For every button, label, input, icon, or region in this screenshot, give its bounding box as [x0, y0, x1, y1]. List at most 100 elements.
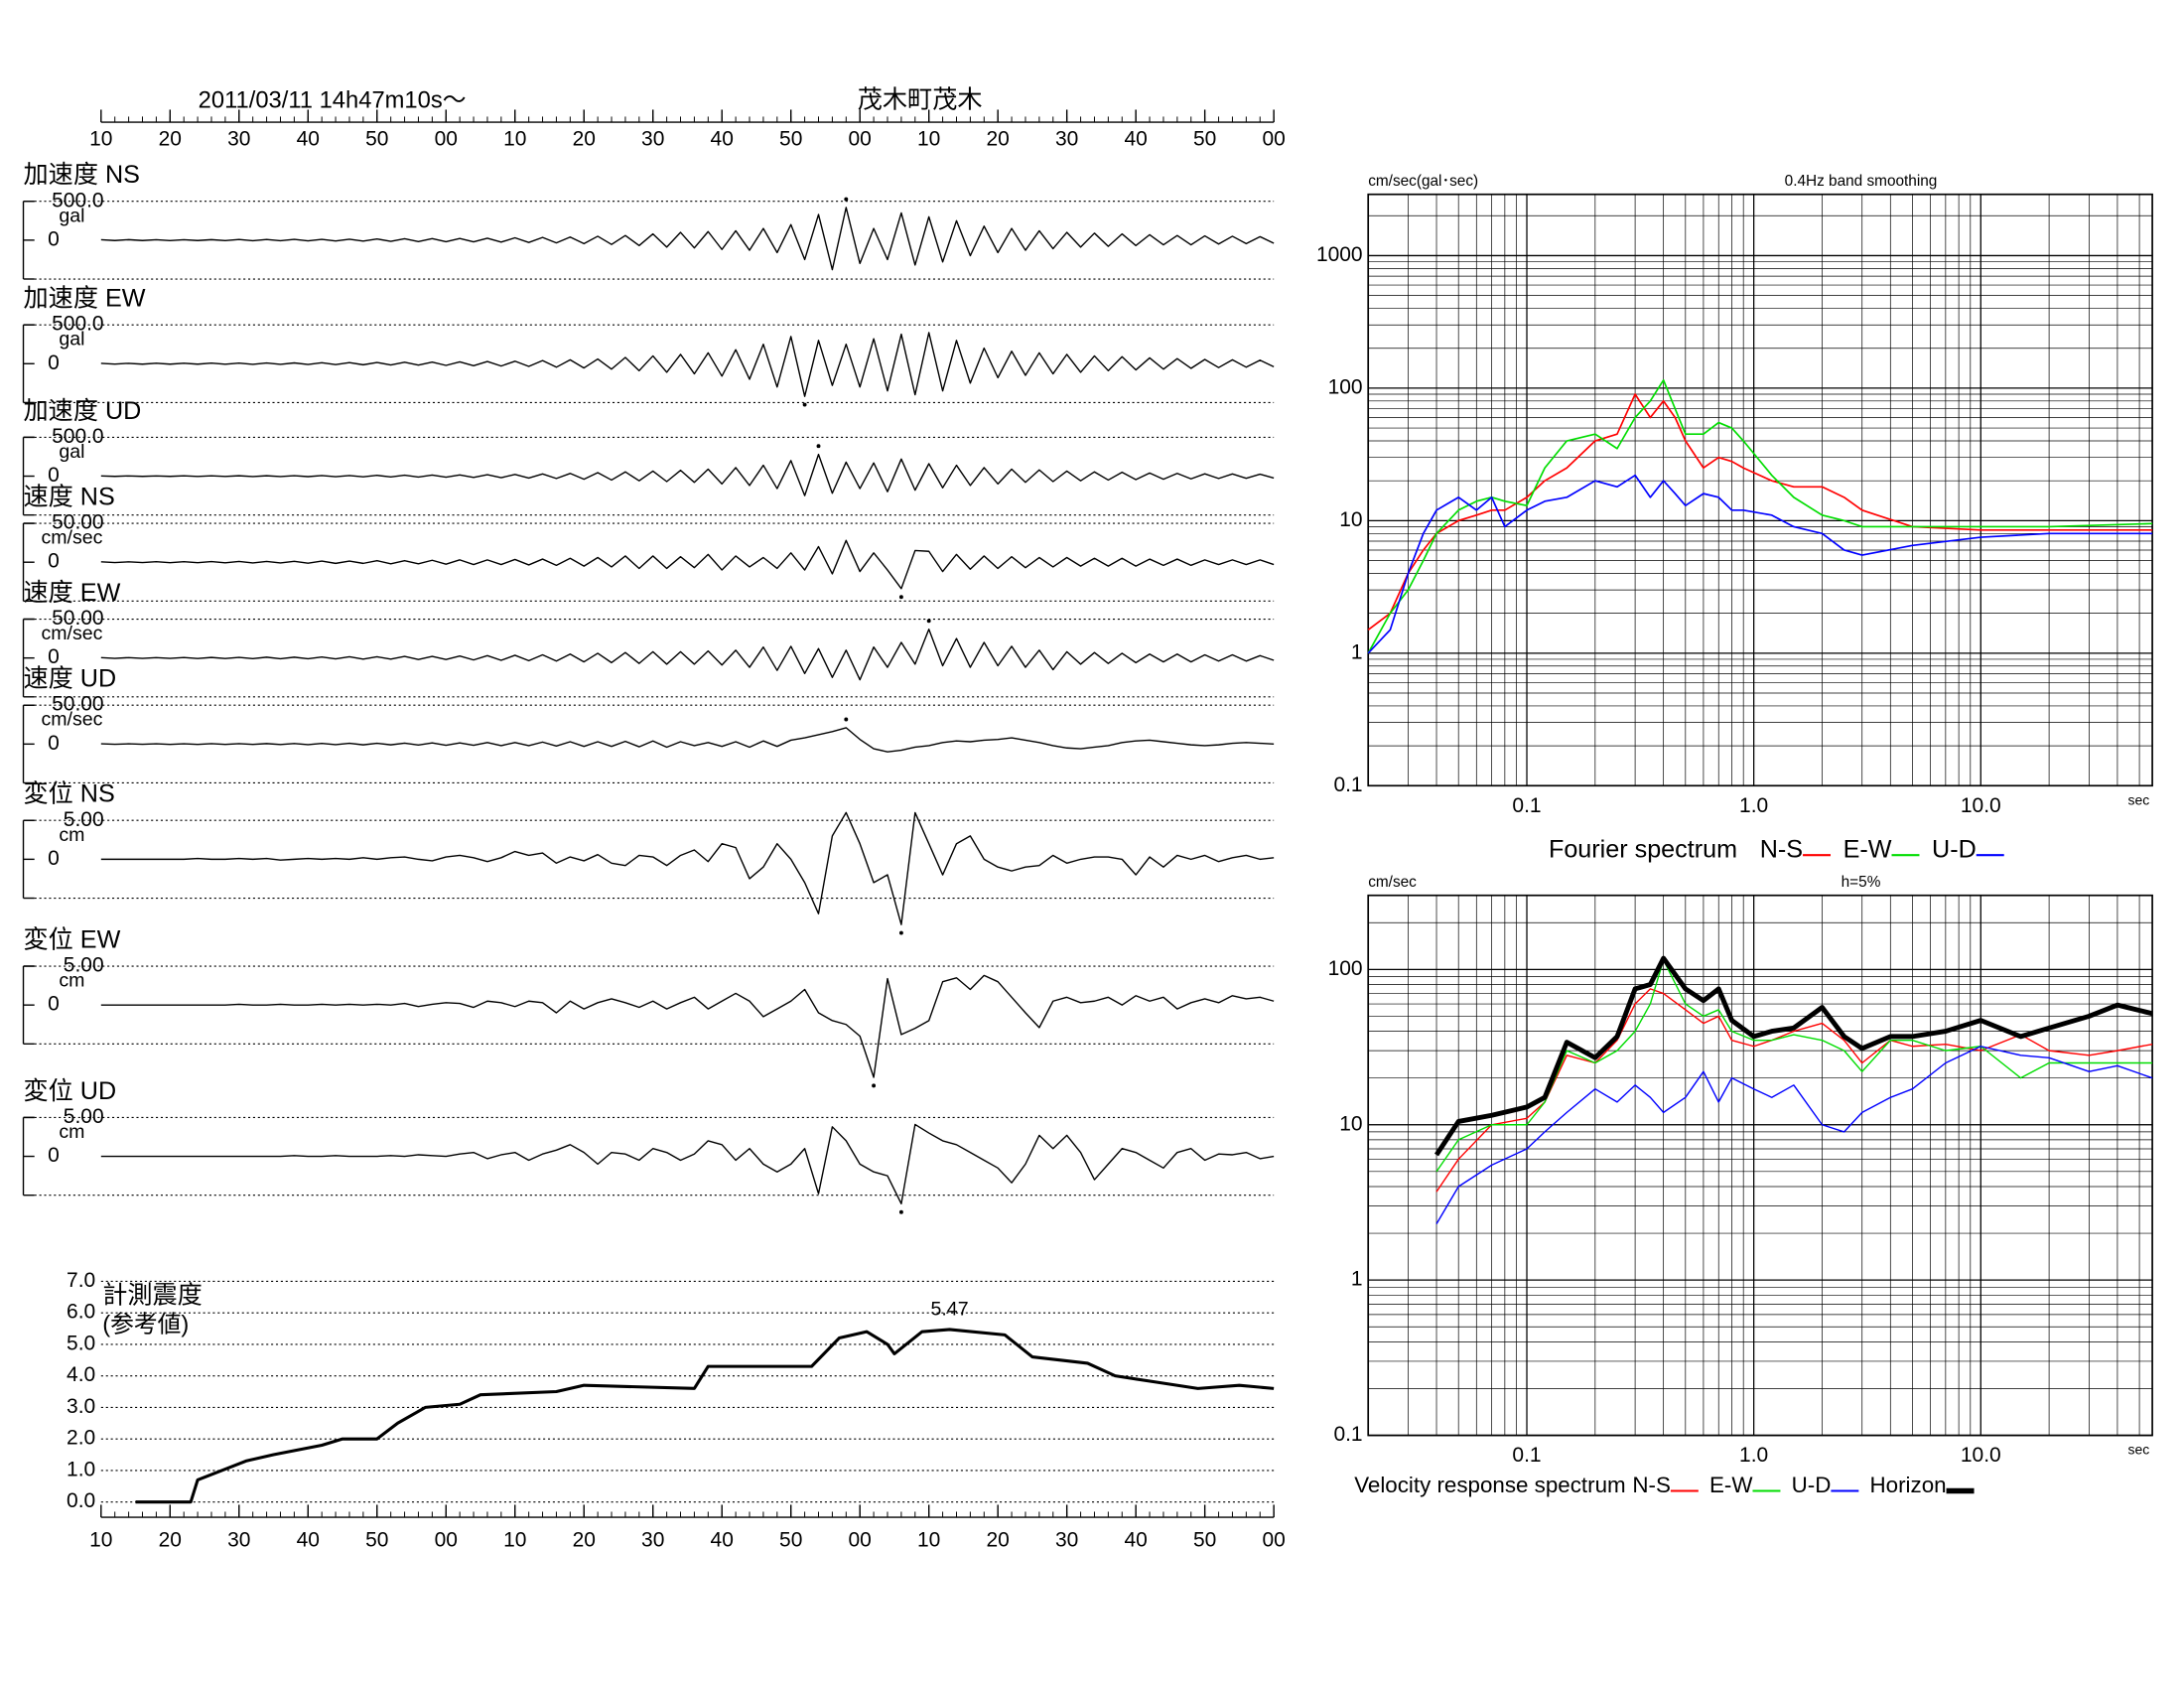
spectrum-line	[1435, 988, 2153, 1193]
y-axis-label: cm/sec	[1368, 874, 1417, 891]
chart-subtitle: h=5%	[1842, 874, 1881, 891]
unit-label: gal	[59, 205, 84, 226]
x-tick-label: 20	[987, 1528, 1010, 1551]
y-tick-label: 1	[1351, 640, 1363, 663]
series-label: 変位 EW	[24, 926, 121, 954]
x-tick-label: 40	[711, 1528, 734, 1551]
x-tick-label: 10.0	[1961, 1444, 2001, 1467]
y-axis-label: cm/sec(gal･sec)	[1368, 173, 1478, 190]
peak-dot	[898, 930, 903, 935]
x-tick-label: 10	[503, 128, 526, 151]
peak-dot	[926, 619, 931, 624]
y-axis-label: 計測震度	[102, 1281, 203, 1309]
x-tick-label: 30	[641, 128, 664, 151]
x-tick-label: 20	[573, 128, 596, 151]
y-tick-label: 1.0	[67, 1458, 95, 1480]
waveform-trace	[100, 332, 1275, 397]
y-tick-label: 50.00	[52, 607, 103, 630]
y-tick-label: 10	[1339, 1112, 1362, 1135]
x-tick-label: 50	[779, 1528, 802, 1551]
y-tick-label: 0	[48, 227, 60, 250]
spectrum-line	[1367, 393, 2153, 631]
y-tick-label: 0.1	[1333, 1423, 1362, 1446]
y-tick-label: 50.00	[52, 511, 103, 534]
series-label: 加速度 NS	[24, 161, 140, 189]
x-tick-label: 20	[159, 128, 182, 151]
x-tick-label: 50	[365, 1528, 388, 1551]
y-tick-label: 500.0	[52, 313, 103, 336]
y-tick-label: 0.0	[67, 1489, 95, 1512]
y-tick-label: 7.0	[67, 1269, 95, 1292]
y-tick-label: 10	[1339, 508, 1362, 531]
x-tick-label: 1.0	[1739, 794, 1768, 817]
peak-dot	[844, 717, 849, 722]
waveform-trace	[100, 207, 1275, 271]
x-tick-label: 10	[89, 128, 112, 151]
x-tick-label: 00	[849, 1528, 872, 1551]
series-label: 加速度 EW	[24, 285, 146, 313]
legend-title: Velocity response spectrum	[1354, 1473, 1625, 1497]
x-tick-label: 00	[1262, 128, 1285, 151]
series-label: 変位 UD	[24, 1077, 117, 1105]
unit-label: cm/sec	[41, 709, 102, 731]
peak-dot	[844, 197, 849, 202]
unit-label: cm	[59, 824, 84, 846]
y-tick-label: 1000	[1316, 243, 1363, 266]
y-tick-label: 5.0	[67, 1332, 95, 1354]
spectrum-line	[1435, 1046, 2153, 1224]
waveform-trace	[100, 1123, 1275, 1205]
x-tick-label: 1.0	[1739, 1444, 1768, 1467]
legend-label: N-S	[1760, 836, 1803, 864]
x-tick-label: 00	[1262, 1528, 1285, 1551]
y-tick-label: 5.00	[64, 1105, 104, 1128]
waveform-trace	[100, 539, 1275, 590]
y-tick-label: 0	[48, 847, 60, 870]
y-tick-label: 2.0	[67, 1427, 95, 1450]
y-tick-label: 0	[48, 464, 60, 487]
unit-label: gal	[59, 329, 84, 351]
chart-subtitle: 2011/03/11 14h47m10s〜	[199, 86, 467, 113]
x-tick-label: 0.1	[1512, 794, 1541, 817]
x-tick-label: 30	[1055, 128, 1078, 151]
spectrum-line	[1433, 955, 2153, 1157]
y-tick-label: 100	[1328, 375, 1363, 398]
x-tick-label: 20	[159, 1528, 182, 1551]
peak-dot	[898, 1209, 903, 1214]
x-tick-label: 50	[779, 128, 802, 151]
x-tick-label: 40	[297, 128, 320, 151]
x-tick-label: 40	[297, 1528, 320, 1551]
peak-annotation: 5.47	[930, 1299, 968, 1321]
waveform-trace	[100, 974, 1275, 1078]
legend-label: E-W	[1843, 836, 1892, 864]
y-tick-label: 4.0	[67, 1363, 95, 1386]
spectrum-line	[1367, 474, 2153, 654]
x-tick-label: 00	[435, 1528, 458, 1551]
chart-subtitle: 0.4Hz band smoothing	[1785, 173, 1938, 190]
y-tick-label: 0.1	[1333, 774, 1362, 796]
x-tick-label: 0.1	[1512, 1444, 1541, 1467]
waveform-trace	[100, 727, 1275, 753]
chart-title: 茂木町茂木	[858, 86, 983, 114]
y-tick-label: 0	[48, 352, 60, 374]
x-tick-label: 30	[227, 128, 250, 151]
x-tick-label: 50	[1193, 128, 1216, 151]
series-label: 変位 NS	[24, 780, 115, 808]
spectrum-line	[1435, 959, 2153, 1173]
x-tick-label: 20	[573, 1528, 596, 1551]
unit-label: cm	[59, 1121, 84, 1143]
x-axis-label: sec	[2128, 791, 2150, 807]
y-tick-label: 500.0	[52, 425, 103, 448]
peak-dot	[898, 595, 903, 600]
waveform-trace	[100, 811, 1275, 925]
y-tick-label: 1	[1351, 1268, 1363, 1291]
y-tick-label: 50.00	[52, 693, 103, 716]
unit-label: cm/sec	[41, 527, 102, 549]
y-tick-label: 0	[48, 732, 60, 755]
y-tick-label: 5.00	[64, 808, 104, 831]
y-tick-label: 0	[48, 550, 60, 573]
y-tick-label: 5.00	[64, 954, 104, 977]
series-label: 速度 EW	[24, 579, 121, 607]
x-tick-label: 00	[435, 128, 458, 151]
x-tick-label: 10	[917, 128, 940, 151]
